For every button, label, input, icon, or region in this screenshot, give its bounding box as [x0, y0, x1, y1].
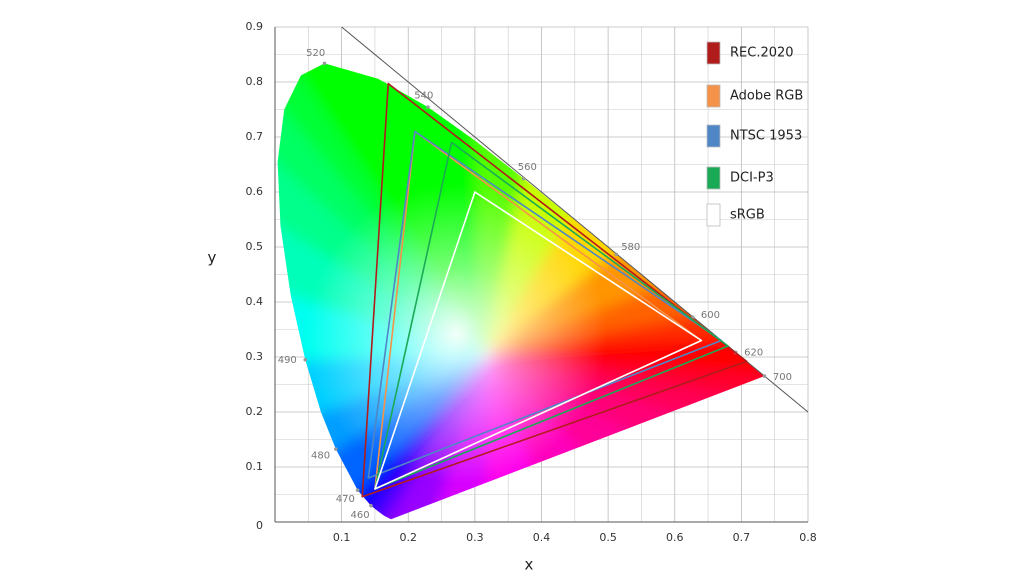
legend-swatch [706, 41, 721, 65]
y-tick-label: 0.5 [246, 240, 264, 253]
locus-point [369, 503, 373, 508]
y-tick-label: 0.3 [246, 350, 264, 363]
y-axis-label: y [208, 249, 217, 267]
y-tick-label: 0 [256, 519, 263, 532]
legend-swatch [706, 166, 721, 190]
y-tick-label: 0.7 [246, 130, 264, 143]
y-tick-label: 0.8 [246, 75, 264, 88]
locus-point [322, 61, 327, 66]
wavelength-label: 600 [701, 310, 720, 321]
legend-swatch [706, 124, 721, 148]
wavelength-label: 490 [278, 355, 297, 366]
locus-point [334, 447, 338, 451]
legend-label: Adobe RGB [730, 89, 803, 104]
x-tick-label: 0.1 [333, 531, 351, 544]
legend-label: DCI-P3 [730, 171, 774, 186]
x-tick-label: 0.6 [666, 531, 684, 544]
gamut-triangle [367, 130, 723, 479]
x-tick-label: 0.7 [733, 531, 751, 544]
legend-label: sRGB [730, 208, 765, 223]
wavelength-label: 520 [306, 48, 325, 59]
y-tick-label: 0.9 [246, 20, 264, 33]
wavelength-label: 460 [350, 510, 369, 521]
locus-fill [277, 63, 765, 520]
locus-point [426, 105, 430, 109]
wavelength-label: 480 [311, 450, 330, 461]
x-tick-label: 0.8 [799, 531, 817, 544]
x-tick-label: 0.3 [466, 531, 484, 544]
y-tick-label: 0.2 [246, 405, 264, 418]
locus-point [762, 374, 767, 378]
y-tick-label: 0.1 [246, 460, 264, 473]
gamut-triangle [361, 82, 748, 498]
legend-label: NTSC 1953 [730, 129, 802, 144]
locus-point [303, 357, 308, 362]
white-glow [306, 183, 607, 484]
y-tick-label: 0.4 [246, 295, 264, 308]
wavelength-label: 540 [414, 90, 433, 101]
gamut-triangle [374, 141, 729, 490]
y-tick-label: 0.6 [246, 185, 264, 198]
x-tick-label: 0.2 [400, 531, 418, 544]
x-tick-label: 0.4 [533, 531, 551, 544]
locus-point [355, 488, 360, 493]
locus-point [614, 252, 619, 257]
gamut-triangle [374, 191, 703, 490]
wavelength-label: 560 [518, 162, 537, 173]
legend-swatch [706, 203, 721, 227]
wavelength-label: 620 [744, 347, 763, 358]
x-axis-label: x [525, 556, 534, 574]
legend-swatch [706, 84, 721, 108]
locus-point [521, 176, 526, 181]
x-tick-label: 0.5 [599, 531, 617, 544]
wavelength-label: 580 [621, 242, 640, 253]
legend-label: REC.2020 [730, 46, 794, 61]
wavelength-label: 700 [773, 372, 792, 383]
wavelength-label: 470 [336, 494, 355, 505]
